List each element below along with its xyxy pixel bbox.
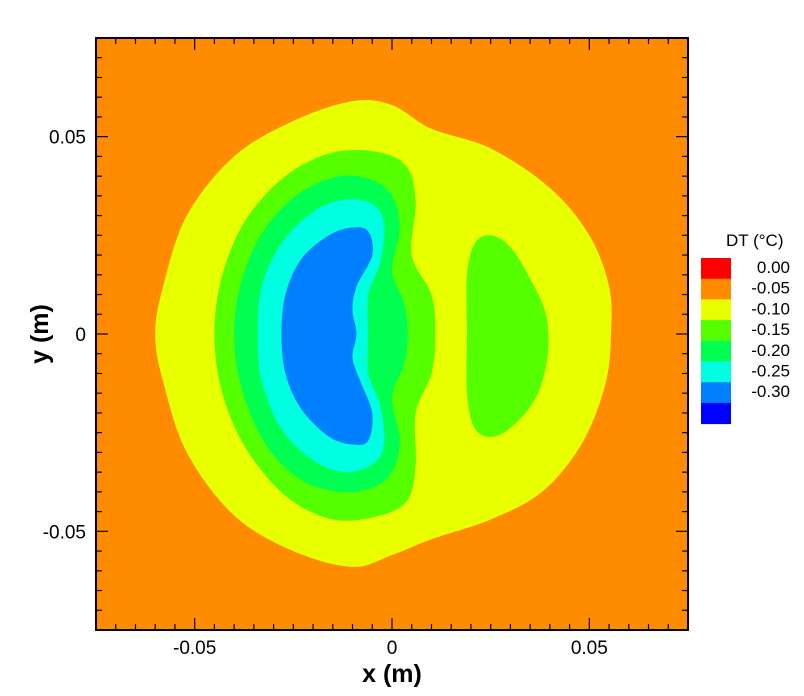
legend-swatch [701,278,731,300]
contour-regions [155,99,612,567]
tick-labels: -0.05 0 0.05 0.05 0 -0.05 [43,128,608,659]
legend-swatch [701,382,731,404]
legend: DT (°C) 0.00 -0.05-0.10 -0.15 -0.20 -0.25-0.… [701,231,790,425]
legend-label: -0.10 [751,299,790,318]
legend-swatch [701,361,731,383]
legend-swatch [701,320,731,342]
y-tick-label: -0.05 [43,522,86,543]
legend-label: 0.00 [757,258,790,277]
legend-label: -0.20 [751,341,790,360]
legend-swatch [701,299,731,321]
plot-frame [95,37,689,631]
legend-label: -0.15 [751,320,790,339]
legend-label: -0.25 [751,362,790,381]
legend-swatch [701,258,731,280]
x-tick-label: 0 [387,638,398,659]
x-axis-title: x (m) [362,660,422,688]
legend-label: -0.05 [751,279,790,298]
x-tick-label: -0.05 [173,638,216,659]
legend-swatch [701,402,731,425]
x-tick-label: 0.05 [571,638,608,659]
y-axis-title: y (m) [26,304,54,364]
legend-swatch [701,340,731,362]
legend-label: -0.30 [751,382,790,401]
contour-region-right-lobe [466,235,549,437]
y-tick-label: 0 [75,325,86,346]
y-tick-label: 0.05 [49,128,86,149]
legend-title: DT (°C) [726,231,783,250]
contour-region-core [281,227,373,445]
